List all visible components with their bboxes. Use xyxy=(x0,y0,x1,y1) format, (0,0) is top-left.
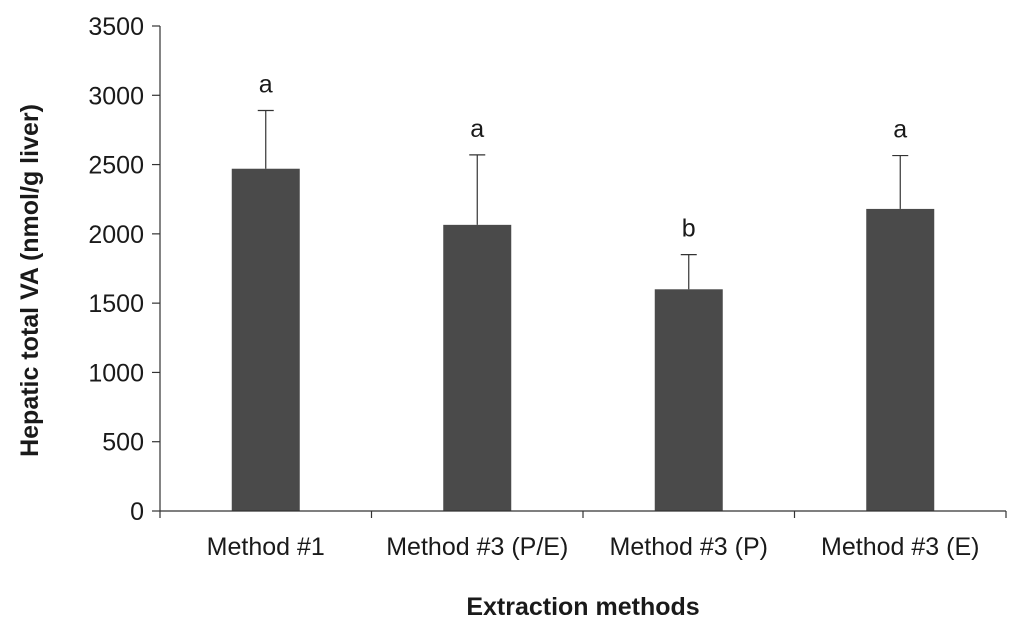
bars xyxy=(231,168,935,511)
y-axis-ticks: 0 500 1000 1500 2000 2500 3000 3500 xyxy=(88,13,160,526)
significance-label: a xyxy=(470,115,484,143)
bar xyxy=(654,289,723,511)
y-axis-title: Hepatic total VA (nmol/g liver) xyxy=(16,104,44,457)
plot-area: 0 500 1000 1500 2000 2500 3000 3500 a a b a Method… xyxy=(88,13,1007,561)
significance-label: a xyxy=(259,71,273,99)
y-tick-label: 500 xyxy=(102,429,144,457)
y-tick-label: 2500 xyxy=(88,152,144,180)
bar xyxy=(443,224,512,511)
y-tick-label: 1500 xyxy=(88,290,144,318)
x-axis-ticks: Method #1 Method #3 (P/E) Method #3 (P) Met… xyxy=(159,511,1007,561)
x-tick-label: Method #1 xyxy=(207,533,325,561)
y-tick-label: 3500 xyxy=(88,13,144,41)
y-tick-label: 1000 xyxy=(88,359,144,387)
x-axis-title: Extraction methods xyxy=(466,593,699,620)
significance-label: a xyxy=(893,116,907,144)
error-bars xyxy=(257,109,909,290)
bar xyxy=(231,168,300,511)
bar xyxy=(866,208,935,511)
y-tick-label: 3000 xyxy=(88,82,144,110)
x-tick-label: Method #3 (P/E) xyxy=(386,533,568,561)
y-tick-label: 0 xyxy=(130,498,144,526)
y-tick-label: 2000 xyxy=(88,221,144,249)
x-tick-label: Method #3 (E) xyxy=(821,533,979,561)
significance-label: b xyxy=(682,215,696,243)
significance-labels: a a b a xyxy=(259,71,908,243)
x-tick-label: Method #3 (P) xyxy=(610,533,768,561)
